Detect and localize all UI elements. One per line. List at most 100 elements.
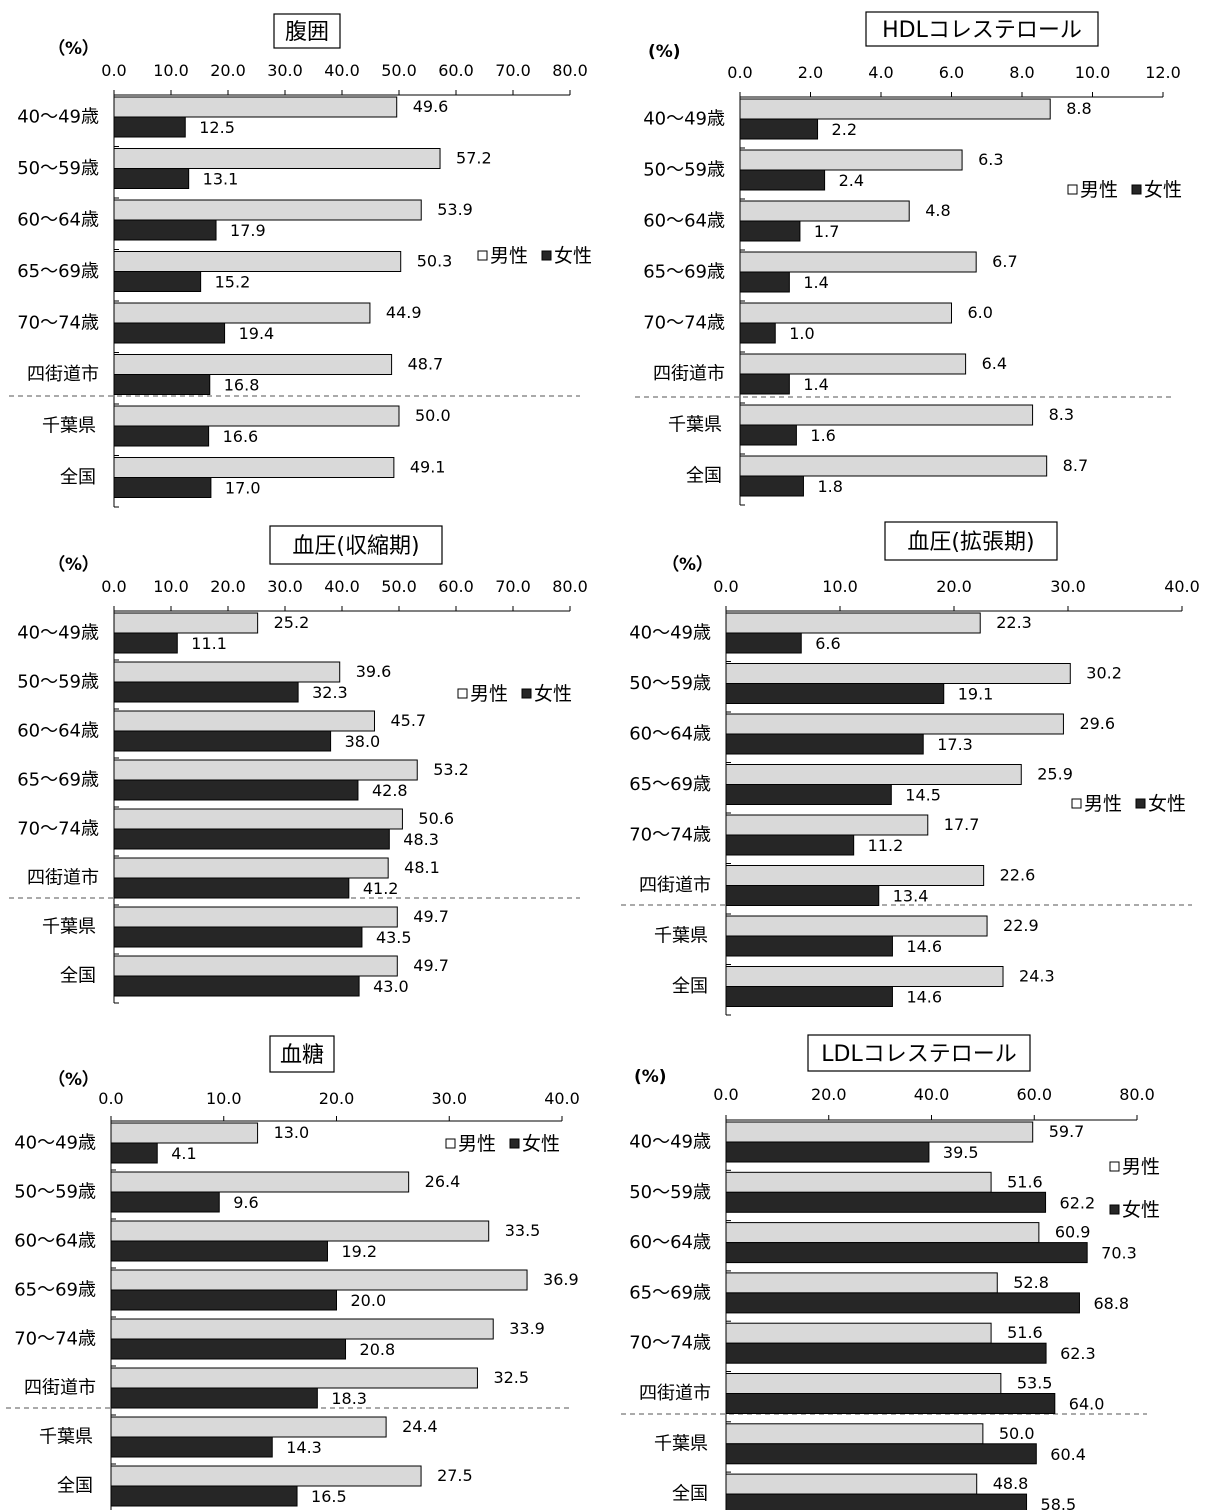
legend-swatch-male — [477, 250, 488, 261]
x-tick-label: 0.0 — [727, 63, 752, 82]
bar-female — [110, 1289, 337, 1311]
data-label-female: 38.0 — [345, 732, 381, 751]
x-tick-label: 40.0 — [914, 1085, 950, 1104]
bar-female — [725, 1191, 1047, 1213]
data-label-male: 49.7 — [413, 956, 449, 975]
x-tick-label: 30.0 — [267, 61, 303, 80]
category-label: 65～69歳 — [17, 770, 99, 791]
x-tick-label: 12.0 — [1145, 63, 1181, 82]
category-label: 70～74歳 — [14, 1329, 96, 1350]
bar-female — [725, 834, 855, 856]
x-tick-label: 50.0 — [381, 61, 417, 80]
data-label-male: 8.7 — [1063, 456, 1088, 475]
category-label: 全国 — [672, 976, 708, 997]
bar-female — [739, 322, 776, 344]
x-tick-label: 70.0 — [495, 61, 531, 80]
data-label-male: 36.9 — [543, 1270, 579, 1289]
legend: 男性女性 — [457, 683, 572, 705]
bar-female — [739, 220, 801, 242]
legend-swatch-female — [1135, 798, 1146, 809]
data-label-female: 14.3 — [286, 1438, 322, 1457]
bar-male — [739, 455, 1048, 477]
data-label-female: 17.3 — [937, 735, 973, 754]
bar-female — [725, 986, 893, 1007]
unit-label: （%） — [48, 38, 99, 59]
data-label-female: 1.4 — [803, 375, 828, 394]
bar-male — [113, 857, 389, 879]
bar-female — [113, 374, 211, 395]
unit-label: （%） — [48, 554, 99, 575]
bar-female — [739, 118, 819, 140]
data-label-male: 50.3 — [417, 252, 453, 271]
bar-female — [113, 681, 299, 703]
data-label-female: 48.3 — [403, 830, 439, 849]
category-label: 65～69歳 — [643, 262, 725, 283]
category-label: 40～49歳 — [629, 1132, 711, 1153]
x-tick-label: 4.0 — [868, 63, 893, 82]
bar-male — [113, 199, 422, 221]
x-tick-label: 6.0 — [939, 63, 964, 82]
category-label: 65～69歳 — [629, 1282, 711, 1303]
data-label-male: 50.0 — [415, 406, 451, 425]
bar-male — [739, 404, 1034, 426]
chart-title-box — [884, 521, 1058, 561]
legend-label-male: 男性 — [1122, 1156, 1160, 1178]
legend-label-female: 女性 — [534, 683, 572, 705]
data-label-female: 64.0 — [1069, 1395, 1105, 1414]
x-tick-label: 10.0 — [153, 61, 189, 80]
data-label-female: 2.4 — [839, 171, 864, 190]
category-label: 60～64歳 — [643, 211, 725, 232]
bar-male — [113, 302, 371, 324]
data-label-female: 60.4 — [1050, 1445, 1086, 1464]
bar-male — [113, 710, 375, 732]
legend-swatch-male — [457, 688, 468, 699]
category-label: 全国 — [672, 1484, 708, 1505]
data-label-male: 33.5 — [505, 1221, 541, 1240]
bar-male — [725, 865, 985, 886]
unit-label: (%) — [634, 1067, 667, 1087]
bar-female — [739, 169, 826, 191]
chart-title-box — [865, 11, 1099, 47]
data-label-male: 22.6 — [1000, 866, 1036, 885]
category-label: 全国 — [686, 466, 722, 487]
bar-female — [110, 1240, 328, 1262]
bar-male — [110, 1171, 410, 1193]
chart-title: LDLコレステロール — [821, 1042, 1016, 1067]
bar-female — [113, 632, 178, 654]
x-tick-label: 70.0 — [495, 577, 531, 596]
data-label-male: 50.0 — [999, 1424, 1035, 1443]
bar-male — [725, 966, 1004, 987]
data-label-female: 43.0 — [373, 977, 409, 996]
data-label-male: 4.8 — [925, 201, 950, 220]
data-label-male: 49.7 — [413, 907, 449, 926]
legend: 男性女性 — [1071, 793, 1186, 815]
legend: 男性女性 — [445, 1133, 560, 1155]
category-label: 65～69歳 — [629, 774, 711, 795]
bar-male — [725, 1272, 998, 1294]
data-label-male: 48.1 — [404, 858, 440, 877]
x-tick-label: 80.0 — [1119, 1085, 1155, 1104]
x-tick-label: 30.0 — [1050, 577, 1086, 596]
chart-panel-2: HDLコレステロール (%) 0.0 2.0 4.0 6.0 8.0 10.0 12.0 40～4… — [635, 11, 1182, 506]
bar-female — [739, 475, 804, 497]
category-label: 40～49歳 — [629, 623, 711, 644]
category-label: 四街道市 — [27, 364, 99, 385]
data-label-female: 1.7 — [814, 222, 839, 241]
x-tick-label: 0.0 — [98, 1089, 123, 1108]
bar-male — [113, 354, 393, 375]
bar-female — [725, 1141, 930, 1163]
bar-female — [110, 1142, 158, 1164]
category-label: 50～59歳 — [629, 673, 711, 694]
category-label: 65～69歳 — [17, 261, 99, 282]
x-tick-label: 60.0 — [1016, 1085, 1052, 1104]
x-tick-label: 10.0 — [1075, 63, 1111, 82]
bar-male — [725, 1322, 992, 1344]
data-label-male: 24.3 — [1019, 967, 1055, 986]
bar-female — [725, 1292, 1080, 1314]
bar-female — [110, 1338, 347, 1360]
legend-label-male: 男性 — [490, 245, 528, 267]
data-label-male: 8.3 — [1049, 405, 1074, 424]
data-label-male: 25.9 — [1037, 765, 1073, 784]
x-tick-label: 20.0 — [936, 577, 972, 596]
